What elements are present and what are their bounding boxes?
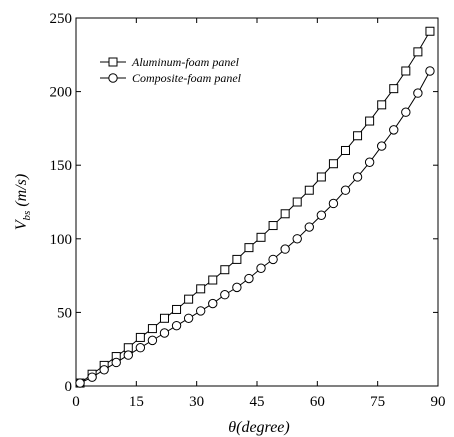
data-point-composite xyxy=(401,107,411,117)
y-tick-label: 200 xyxy=(50,85,73,101)
data-point-aluminum xyxy=(184,294,194,304)
data-point-composite xyxy=(304,222,314,232)
data-point-composite xyxy=(232,282,242,293)
data-point-composite xyxy=(389,125,399,135)
data-point-composite xyxy=(292,234,302,244)
y-tick-label: 250 xyxy=(50,11,73,27)
data-point-aluminum xyxy=(292,197,302,207)
data-point-aluminum xyxy=(413,47,423,57)
data-point-composite xyxy=(147,335,158,346)
data-point-aluminum xyxy=(232,254,242,264)
data-point-aluminum xyxy=(135,332,145,342)
y-axis-title-main: V xyxy=(13,218,30,230)
data-point-aluminum xyxy=(365,116,375,126)
data-point-aluminum xyxy=(196,284,206,294)
x-tick-label: 0 xyxy=(72,394,80,410)
data-point-aluminum xyxy=(340,145,350,155)
plot-frame xyxy=(75,17,439,387)
data-point-aluminum xyxy=(268,221,278,231)
y-tick-label: 0 xyxy=(65,379,73,395)
y-tick-label: 150 xyxy=(50,158,73,174)
data-point-composite xyxy=(244,273,254,284)
y-axis: 0 50 100 150 200 250 xyxy=(50,11,438,395)
data-point-composite xyxy=(220,290,230,300)
data-point-composite xyxy=(123,350,133,360)
x-tick-label: 90 xyxy=(431,394,446,410)
data-point-aluminum xyxy=(425,26,435,36)
data-point-composite xyxy=(159,328,170,338)
data-point-composite xyxy=(256,263,266,273)
data-point-aluminum xyxy=(401,66,411,76)
y-axis-title: Vbs (m/s) xyxy=(13,174,33,230)
data-point-aluminum xyxy=(172,304,182,314)
x-tick-label: 45 xyxy=(250,394,265,410)
data-point-composite xyxy=(183,313,194,323)
y-tick-label: 50 xyxy=(57,305,72,321)
data-point-composite xyxy=(268,254,278,265)
y-axis-title-units: (m/s) xyxy=(13,174,30,211)
data-point-aluminum xyxy=(389,84,399,94)
data-point-aluminum xyxy=(377,100,387,110)
legend-marker-aluminum xyxy=(108,57,118,67)
data-point-composite xyxy=(135,343,146,353)
legend-label-aluminum: Aluminum-foam panel xyxy=(131,55,240,69)
series-line-composite xyxy=(79,70,431,384)
data-point-aluminum xyxy=(304,185,314,195)
data-point-composite xyxy=(328,198,339,209)
data-point-composite xyxy=(195,306,206,316)
data-point-composite xyxy=(340,185,351,195)
data-point-composite xyxy=(87,372,97,382)
x-tick-label: 30 xyxy=(189,394,204,410)
data-point-composite xyxy=(208,298,218,309)
data-point-aluminum xyxy=(328,159,338,169)
data-point-composite xyxy=(99,365,109,375)
plot-area xyxy=(75,26,435,388)
x-tick-label: 15 xyxy=(129,394,144,410)
data-point-composite xyxy=(364,157,375,167)
legend-marker-composite xyxy=(108,73,118,83)
data-point-aluminum xyxy=(208,275,218,285)
data-point-composite xyxy=(111,357,121,368)
data-point-aluminum xyxy=(256,232,266,242)
data-point-composite xyxy=(352,172,363,182)
x-tick-label: 75 xyxy=(370,394,385,410)
data-point-composite xyxy=(413,88,423,98)
data-point-aluminum xyxy=(353,131,363,141)
data-point-composite xyxy=(425,66,435,76)
y-tick-label: 100 xyxy=(50,232,73,248)
data-point-aluminum xyxy=(316,172,326,182)
data-point-composite xyxy=(316,210,327,220)
x-axis-title: θ(degree) xyxy=(228,419,289,436)
data-point-aluminum xyxy=(159,313,169,323)
data-point-aluminum xyxy=(280,209,290,219)
y-axis-title-subscript: bs xyxy=(21,211,33,221)
data-point-aluminum xyxy=(220,265,230,275)
x-tick-label: 60 xyxy=(310,394,325,410)
data-point-composite xyxy=(75,378,85,388)
data-point-aluminum xyxy=(147,324,157,334)
data-point-aluminum xyxy=(244,243,254,253)
data-point-composite xyxy=(280,244,290,254)
data-point-composite xyxy=(376,141,387,151)
legend: Aluminum-foam panel Composite-foam panel xyxy=(100,55,242,85)
legend-label-composite: Composite-foam panel xyxy=(132,71,242,85)
data-point-composite xyxy=(171,320,182,331)
